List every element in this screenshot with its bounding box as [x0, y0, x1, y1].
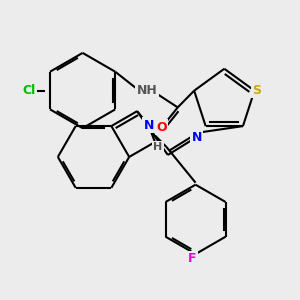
Text: N: N — [143, 118, 154, 132]
Text: NH: NH — [137, 84, 158, 97]
Text: F: F — [188, 253, 197, 266]
Text: Cl: Cl — [22, 84, 36, 97]
Text: O: O — [157, 121, 167, 134]
Text: H: H — [153, 142, 163, 152]
Text: N: N — [191, 130, 202, 144]
Text: S: S — [252, 84, 261, 97]
